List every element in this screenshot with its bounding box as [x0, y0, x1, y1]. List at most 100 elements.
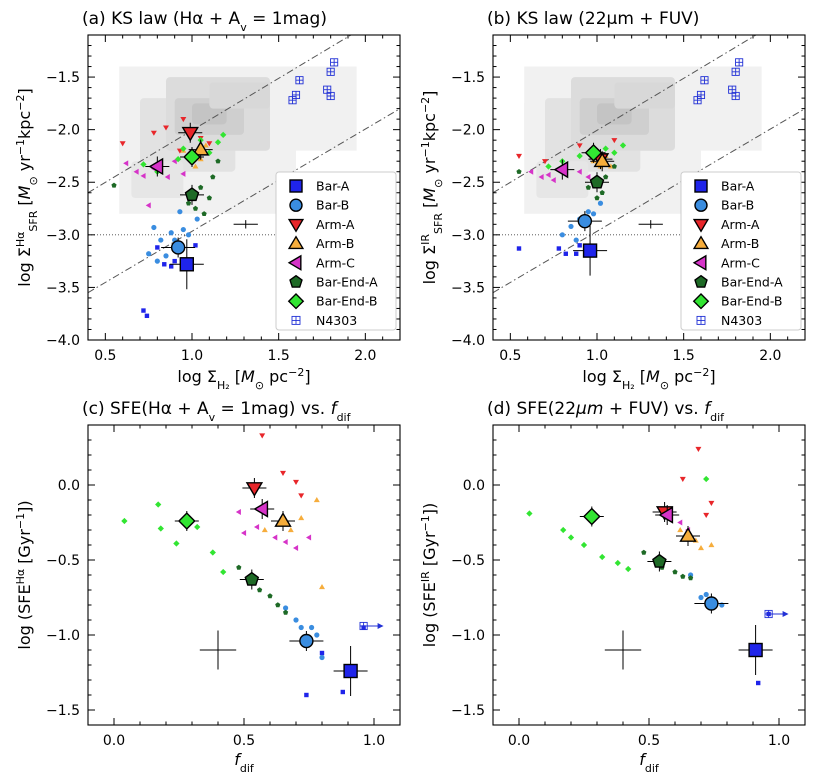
point-arm-c	[241, 530, 247, 536]
legend: Bar-A Bar-B Arm-A Arm-B Arm-C Bar-End-A Bar-En…	[275, 171, 397, 331]
legend: Bar-A Bar-B Arm-A Arm-B Arm-C Bar-End-A Bar-En…	[680, 171, 802, 331]
point-bar-end-b	[180, 145, 187, 152]
point-bar-end-a	[594, 195, 600, 201]
point-arm-a	[576, 143, 583, 149]
error-cross	[638, 220, 663, 229]
depletion-line-0	[88, 35, 352, 194]
point-bar-end-b	[173, 540, 180, 547]
point-bar-end-a	[185, 200, 192, 206]
point-arm-a	[150, 130, 157, 136]
point-arm-c	[180, 170, 186, 177]
point-bar-end-b	[614, 559, 621, 567]
point-bar-a	[144, 313, 150, 319]
legend-box	[680, 171, 802, 331]
x-tick-label: 1.0	[768, 733, 790, 749]
point-bar-b	[158, 237, 164, 243]
mean-bar-end-a	[589, 174, 605, 189]
y-axis-label: log ΣHαSFR [M⊙ yr−1kpc−2]	[14, 88, 40, 286]
x-tick-label: 1.0	[586, 348, 608, 364]
x-axis-label: fdif	[639, 750, 660, 775]
axes-frame	[492, 424, 806, 726]
x-tick-label: 0.5	[638, 733, 660, 749]
point-bar-end-a	[215, 158, 221, 164]
point-arm-c	[282, 539, 288, 545]
mean-arm-c	[658, 506, 674, 524]
legend-marker	[692, 254, 707, 271]
y-tick-label: −1.0	[451, 628, 485, 644]
point-bar-end-a	[599, 190, 605, 195]
point-bar-end-a	[516, 168, 522, 174]
point-bar-end-a	[201, 211, 207, 217]
point-arm-b	[708, 542, 715, 548]
point-bar-a	[155, 245, 160, 250]
mean-bar-a	[582, 243, 598, 258]
legend-marker	[694, 179, 708, 193]
point-bar-end-a	[198, 184, 204, 190]
point-bar-end-b	[157, 525, 164, 532]
mean-bar-end-a	[244, 571, 260, 586]
legend-marker	[289, 179, 303, 193]
panel-d: 0.0 0.5 1.0 −1.5 −1.0 −0.5 0.0 (d) SFE(22μm + F…	[419, 399, 806, 775]
mean-arm-c	[553, 160, 569, 179]
point-arm-b	[319, 584, 325, 590]
axes-frame	[87, 424, 401, 726]
y-tick-label: −2.5	[46, 175, 80, 191]
point-bar-end-a	[275, 602, 281, 608]
point-bar-a	[516, 246, 522, 251]
mean-bar-b	[704, 596, 719, 611]
y-tick-label: 0.0	[463, 478, 485, 494]
mean-arm-a	[181, 126, 199, 142]
x-tick-label: 2.0	[759, 348, 781, 364]
point-bar-end-a	[236, 564, 242, 570]
point-arm-c	[272, 534, 278, 541]
n4303-arrowhead	[377, 623, 384, 629]
mean-bar-end-b	[582, 507, 601, 526]
point-arm-a	[708, 500, 715, 506]
point-arm-b	[202, 142, 209, 148]
chart-title: (b) KS law (22μm + FUV)	[487, 9, 699, 29]
legend-marker	[287, 254, 302, 271]
mean-bar-b	[299, 633, 314, 649]
mean-arm-c	[148, 157, 164, 176]
mean-bar-a	[343, 663, 358, 679]
point-n4303	[735, 58, 744, 67]
y-tick-label: −3.0	[451, 228, 485, 244]
mean-arm-a	[245, 482, 264, 497]
point-bar-end-b	[599, 553, 606, 561]
density-background	[119, 66, 357, 214]
legend-label: Arm-A	[721, 217, 760, 232]
point-arm-a	[259, 433, 266, 439]
point-bar-b	[151, 224, 157, 231]
ticks: 0.0 0.5 1.0 −1.5 −1.0 −0.5 0.0	[451, 424, 806, 749]
depletion-line-1	[493, 108, 805, 294]
legend-marker	[289, 198, 303, 212]
y-tick-label: −3.0	[46, 228, 80, 244]
mean-arm-b	[593, 152, 611, 168]
legend-marker	[287, 218, 305, 233]
x-tick-label: 1.5	[268, 348, 290, 364]
x-tick-label: 1.5	[673, 348, 695, 364]
point-bar-a	[340, 689, 345, 695]
point-bar-end-a	[111, 182, 117, 188]
legend-label: Bar-A	[721, 179, 755, 194]
point-arm-a	[542, 159, 548, 165]
point-n4303	[295, 76, 304, 85]
point-bar-end-a	[603, 174, 609, 180]
point-arm-a	[611, 138, 618, 144]
point-bar-end-b	[567, 534, 575, 541]
point-bar-end-b	[220, 131, 227, 139]
point-bar-b	[177, 209, 183, 215]
point-bar-end-b	[194, 523, 201, 531]
legend-label: Bar-End-A	[316, 275, 378, 290]
point-bar-a	[556, 246, 562, 251]
y-axis-label: log (SFEHα [Gyr−1])	[14, 500, 35, 649]
legend-marker	[692, 235, 710, 250]
point-bar-b	[314, 632, 320, 638]
legend-label: N4303	[721, 313, 762, 328]
point-bar-end-a	[267, 593, 273, 599]
point-n4303	[291, 90, 301, 99]
point-bar-end-a	[210, 174, 216, 180]
point-bar-end-b	[602, 145, 609, 152]
x-axis-label: fdif	[234, 750, 255, 775]
legend-marker	[287, 235, 305, 250]
